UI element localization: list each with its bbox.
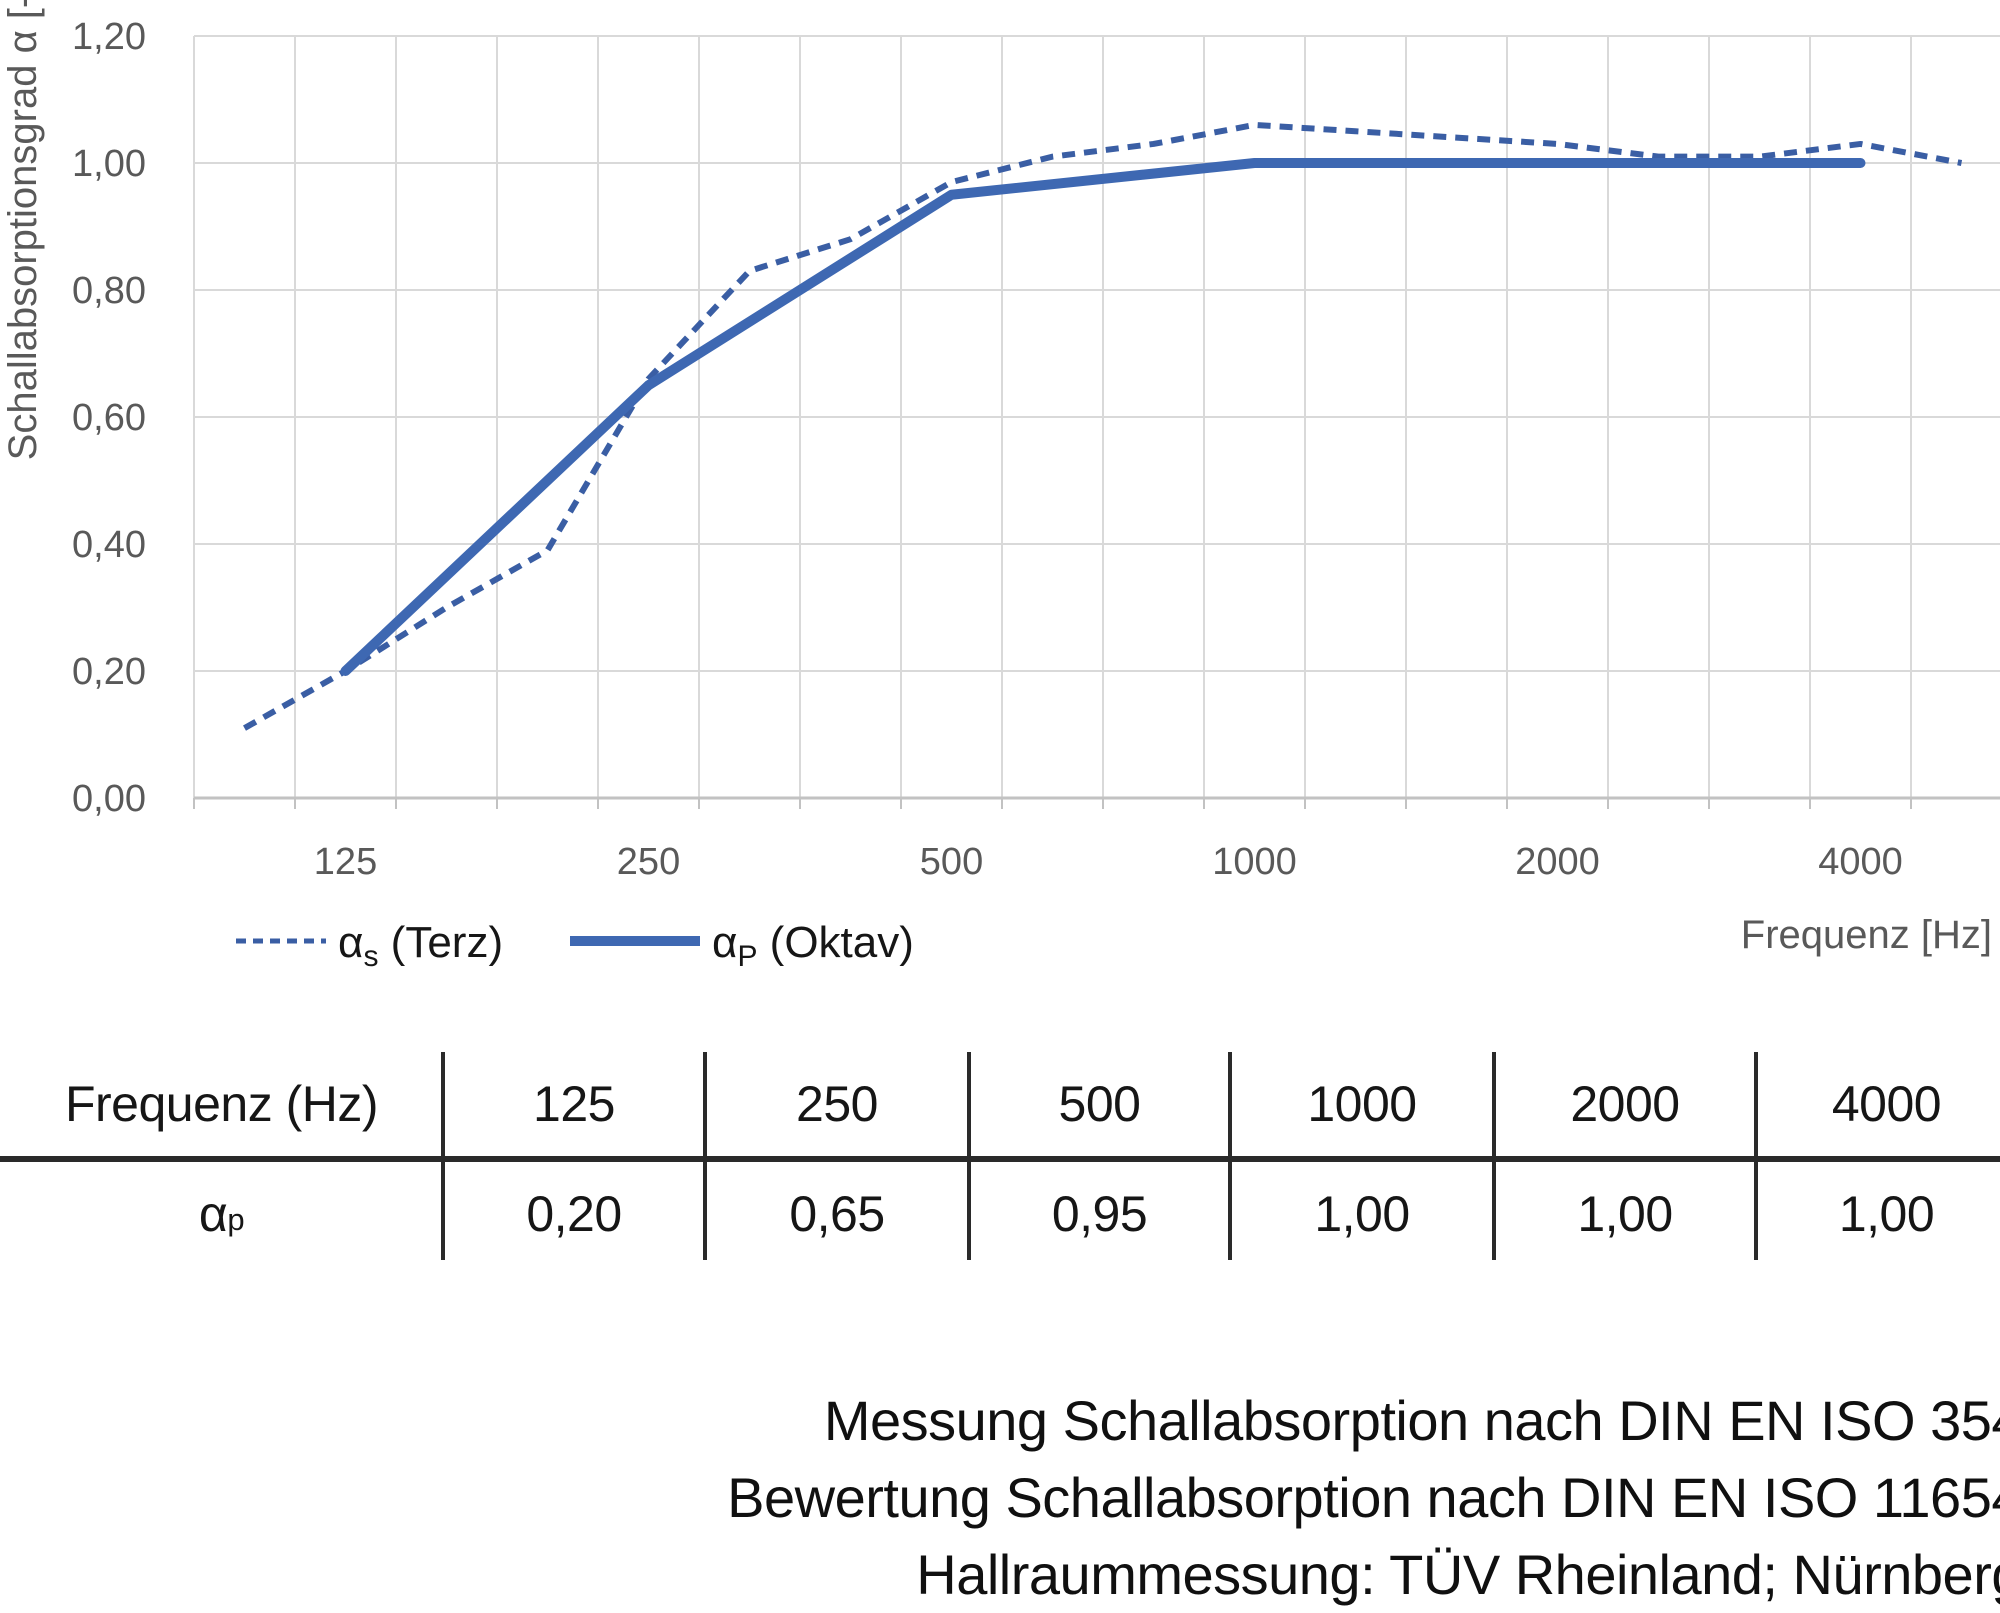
table-header-frequency-label: Frequenz (Hz) bbox=[64, 1076, 379, 1132]
legend: αs (Terz) αP (Oktav) bbox=[236, 918, 914, 973]
table-column-divider bbox=[703, 1052, 707, 1260]
alpha-p-oktav-line bbox=[340, 158, 1866, 676]
table-alpha-p-value: 0,95 bbox=[1051, 1186, 1148, 1242]
footer-line-hallraum: Hallraummessung: TÜV Rheinland; Nürnberg bbox=[916, 1543, 2000, 1606]
series-layer bbox=[243, 121, 1963, 731]
table-alpha-p-value: 0,20 bbox=[526, 1186, 622, 1242]
table-header-frequency-value: 250 bbox=[796, 1076, 878, 1132]
x-tick-label: 1000 bbox=[1212, 841, 1297, 883]
tick-layer: 0,00 0,20 0,40 0,60 0,80 1,00 1,20 125 250 500 100… bbox=[72, 16, 1903, 883]
x-axis-title: Frequenz [Hz] bbox=[1741, 913, 1992, 957]
x-tick-label: 500 bbox=[920, 841, 983, 883]
table-values-row: α p 0,20 0,65 0,95 1,00 1,00 1,00 bbox=[0, 1162, 2000, 1266]
table-header-frequency-value: 1000 bbox=[1307, 1076, 1417, 1132]
x-tick-label: 4000 bbox=[1818, 841, 1903, 883]
table-alpha-p-value: 1,00 bbox=[1577, 1186, 1673, 1242]
footer-line-messung: Messung Schallabsorption nach DIN EN ISO… bbox=[823, 1389, 2000, 1452]
table-alpha-p-value: 0,65 bbox=[789, 1186, 885, 1242]
table-header-frequency-value: 500 bbox=[1058, 1076, 1141, 1132]
y-tick-label: 0,80 bbox=[72, 270, 146, 312]
y-tick-label: 1,00 bbox=[72, 143, 146, 185]
table-alpha-p-value: 1,00 bbox=[1314, 1186, 1410, 1242]
table-alpha-p-value: 1,00 bbox=[1838, 1186, 1935, 1242]
table-header-frequency-value: 2000 bbox=[1570, 1076, 1680, 1132]
table-column-divider bbox=[1754, 1052, 1758, 1260]
x-tick-label: 250 bbox=[617, 841, 680, 883]
table-header-frequency-value: 4000 bbox=[1831, 1076, 1942, 1132]
x-tick-label: 125 bbox=[314, 841, 377, 883]
y-tick-label: 0,00 bbox=[72, 778, 146, 820]
table-column-divider bbox=[1492, 1052, 1496, 1260]
table-column-divider bbox=[441, 1052, 445, 1260]
x-tick-label: 2000 bbox=[1515, 841, 1600, 883]
table-column-divider bbox=[1228, 1052, 1232, 1260]
y-tick-label: 0,60 bbox=[72, 397, 146, 439]
y-tick-label: 0,40 bbox=[72, 524, 146, 566]
legend-item-label: αs (Terz) bbox=[338, 918, 503, 973]
table-column-divider bbox=[967, 1052, 971, 1260]
y-tick-label: 1,20 bbox=[72, 16, 146, 58]
absorption-chart: 0,00 0,20 0,40 0,60 0,80 1,00 1,20 125 250 500 100… bbox=[1, 0, 2000, 973]
y-tick-label: 0,20 bbox=[72, 651, 146, 693]
table-horizontal-rule bbox=[0, 1156, 2000, 1162]
table-header-frequency-value: 125 bbox=[533, 1076, 615, 1132]
alpha-s-terz-line bbox=[243, 121, 1963, 731]
table-header-row: Frequenz (Hz) 125 250 500 1000 2000 4000 bbox=[0, 1052, 2000, 1156]
footer-line-bewertung: Bewertung Schallabsorption nach DIN EN I… bbox=[727, 1466, 2000, 1529]
legend-item-label: αP (Oktav) bbox=[712, 918, 914, 973]
footer-standards-text: Messung Schallabsorption nach DIN EN ISO… bbox=[727, 1382, 2000, 1613]
alpha-p-table: Frequenz (Hz) 125 250 500 1000 2000 4000 α p 0,2… bbox=[0, 1052, 2000, 1266]
grid-layer bbox=[193, 35, 2000, 809]
y-axis-title: Schallabsorptionsgrad α [-] bbox=[1, 0, 45, 460]
